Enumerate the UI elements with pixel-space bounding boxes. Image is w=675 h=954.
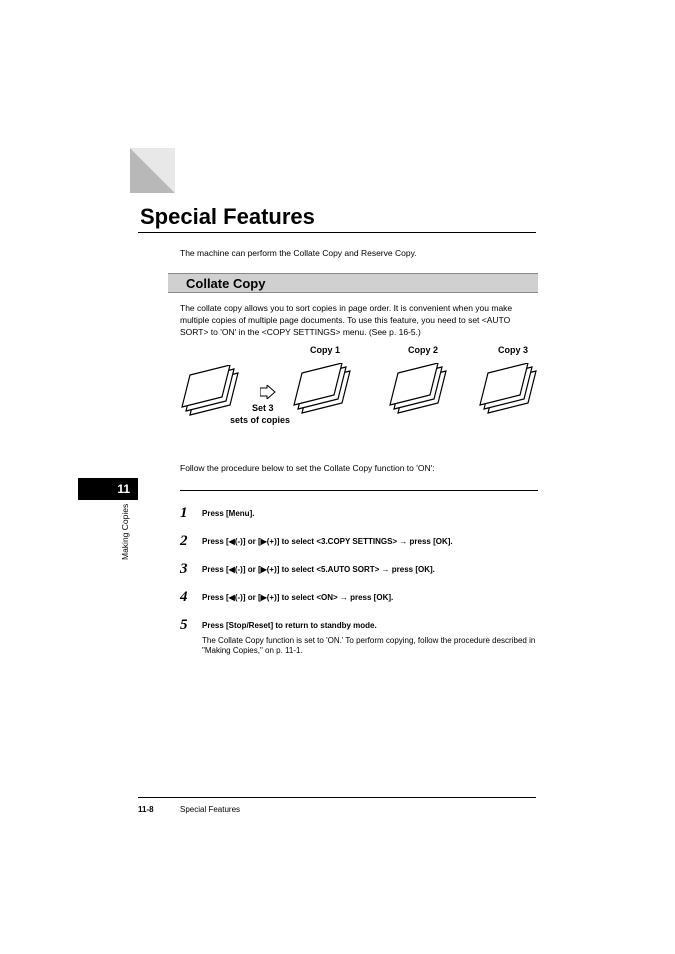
- page-title: Special Features: [140, 204, 315, 230]
- arrow-icon: [260, 385, 276, 399]
- section-body: The collate copy allows you to sort copi…: [180, 303, 535, 339]
- side-label: Making Copies: [120, 504, 130, 560]
- copy1-stack-icon: [292, 363, 364, 425]
- step-text: Press [◀(-)] or [▶(+)] to select <ON> → …: [202, 593, 393, 602]
- footer-rule: [138, 797, 536, 798]
- copy2-label: Copy 2: [408, 345, 438, 355]
- intro-text: The machine can perform the Collate Copy…: [180, 248, 417, 258]
- steps-rule: [180, 490, 538, 491]
- footer-page-number: 11-8: [138, 805, 154, 814]
- copy3-stack-icon: [478, 363, 550, 425]
- corner-triangle-icon: [130, 148, 175, 193]
- step-text: Press [Stop/Reset] to return to standby …: [202, 621, 377, 630]
- chapter-tab: 11: [78, 478, 138, 500]
- step-number: 5: [180, 617, 188, 634]
- section-heading: Collate Copy: [168, 273, 538, 293]
- step-number: 3: [180, 561, 188, 578]
- step-text: Press [◀(-)] or [▶(+)] to select <3.COPY…: [202, 537, 453, 546]
- final-note: The Collate Copy function is set to 'ON.…: [202, 636, 537, 657]
- step-text: Press [◀(-)] or [▶(+)] to select <5.AUTO…: [202, 565, 435, 574]
- title-rule: [138, 232, 536, 233]
- footer-title: Special Features: [180, 805, 240, 814]
- set3-label: Set 3: [252, 403, 274, 413]
- step-number: 2: [180, 533, 188, 550]
- copy2-stack-icon: [388, 363, 460, 425]
- step-text: Press [Menu].: [202, 509, 254, 518]
- copy1-label: Copy 1: [310, 345, 340, 355]
- step-number: 4: [180, 589, 188, 606]
- page: Special Features The machine can perform…: [0, 0, 675, 954]
- copy3-label: Copy 3: [498, 345, 528, 355]
- sets-of-copies-label: sets of copies: [230, 415, 290, 425]
- collate-diagram: Copy 1 Copy 2 Copy 3 Set 3 sets of copie…: [180, 345, 540, 455]
- step-number: 1: [180, 505, 188, 522]
- follow-text: Follow the procedure below to set the Co…: [180, 463, 435, 473]
